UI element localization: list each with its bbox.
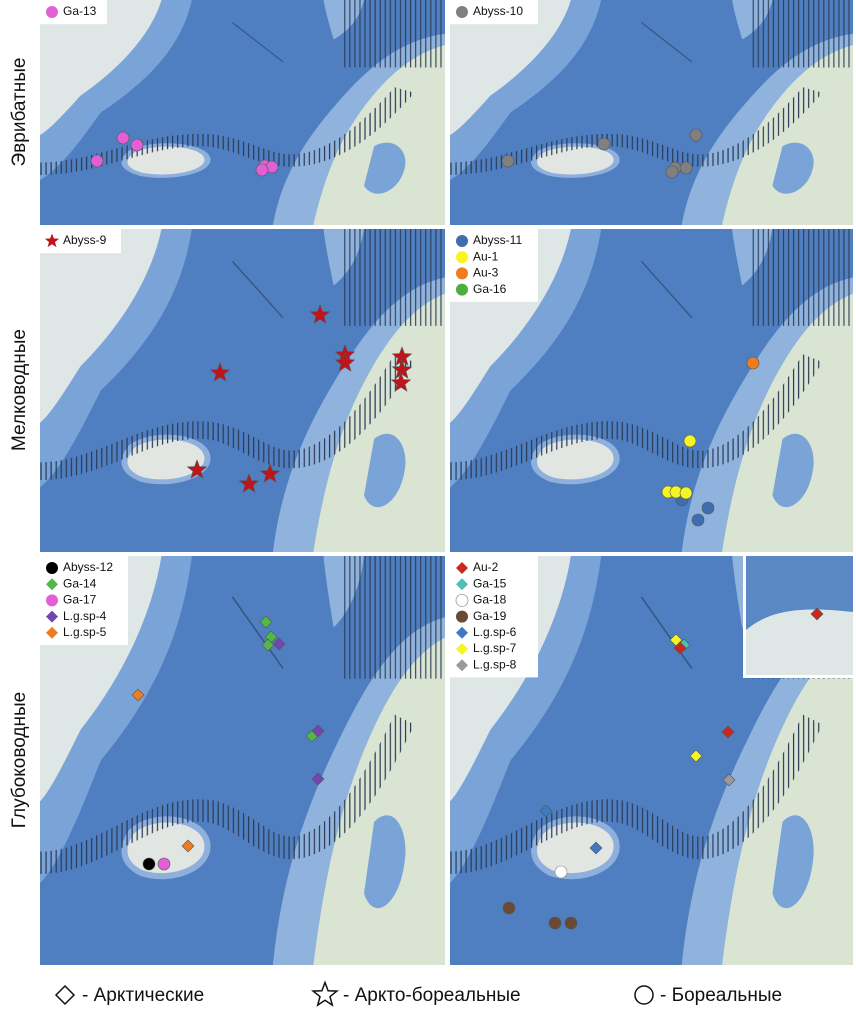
marker <box>555 866 567 878</box>
row-label: Мелководные <box>9 329 30 451</box>
marker <box>46 594 58 606</box>
map <box>40 229 445 552</box>
marker <box>456 267 468 279</box>
marker <box>747 357 759 369</box>
marker <box>456 611 468 623</box>
marker <box>456 235 468 247</box>
legend-label: Ga-15 <box>473 576 507 590</box>
marker <box>680 487 692 499</box>
marker <box>549 917 561 929</box>
marker <box>56 986 74 1004</box>
legend-label: Au-2 <box>473 560 499 574</box>
map <box>450 0 853 225</box>
marker <box>565 917 577 929</box>
row-labels: Эврибатные Мелководные Глубоководные <box>9 58 30 829</box>
marker <box>456 284 468 296</box>
legend-label: L.g.sp-5 <box>63 625 107 639</box>
marker <box>635 986 653 1004</box>
legend-label: Abyss-11 <box>473 233 522 247</box>
legend-label: Ga-18 <box>473 593 507 607</box>
marker <box>46 6 58 18</box>
inset <box>743 556 853 678</box>
footer-label: - Арктические <box>82 985 204 1006</box>
legend-label: Ga-19 <box>473 609 507 623</box>
row-label: Глубоководные <box>9 692 30 828</box>
legend-label: Au-1 <box>473 249 499 263</box>
marker <box>117 132 129 144</box>
marker <box>684 435 696 447</box>
figure: Ga-13 Abyss-10 Abyss-9 Abyss-11 Au-1 Au-3 Ga-1… <box>0 0 856 1009</box>
marker <box>46 562 58 574</box>
legend-label: Abyss-12 <box>63 560 113 574</box>
footer-label: - Бореальные <box>660 985 782 1006</box>
marker <box>702 502 714 514</box>
legend-label: L.g.sp-4 <box>63 609 107 623</box>
legend-label: Ga-16 <box>473 282 507 296</box>
legend-label: Au-3 <box>473 266 499 280</box>
row-label: Эврибатные <box>9 58 30 167</box>
marker <box>503 902 515 914</box>
marker <box>143 858 155 870</box>
legend-label: Ga-17 <box>63 593 97 607</box>
marker <box>158 858 170 870</box>
legend-label: Ga-13 <box>63 4 97 18</box>
marker <box>502 155 514 167</box>
legend-label: L.g.sp-7 <box>473 641 517 655</box>
legend-label: Abyss-10 <box>473 4 523 18</box>
marker <box>456 251 468 263</box>
marker <box>666 166 678 178</box>
legend-label: L.g.sp-6 <box>473 625 517 639</box>
marker <box>598 138 610 150</box>
footer-label: - Аркто-бореальные <box>343 985 521 1006</box>
marker <box>313 983 337 1006</box>
marker <box>456 594 468 606</box>
map <box>40 0 445 225</box>
marker <box>91 155 103 167</box>
marker <box>692 514 704 526</box>
marker <box>256 164 268 176</box>
marker <box>131 139 143 151</box>
legend-label: L.g.sp-8 <box>473 657 517 671</box>
legend-label: Ga-14 <box>63 576 97 590</box>
panels <box>40 0 853 965</box>
marker <box>680 162 692 174</box>
footer-legend: - Арктические - Аркто-бореальные - Бореаль… <box>56 983 782 1007</box>
marker <box>456 6 468 18</box>
marker <box>690 129 702 141</box>
legend-label: Abyss-9 <box>63 233 107 247</box>
